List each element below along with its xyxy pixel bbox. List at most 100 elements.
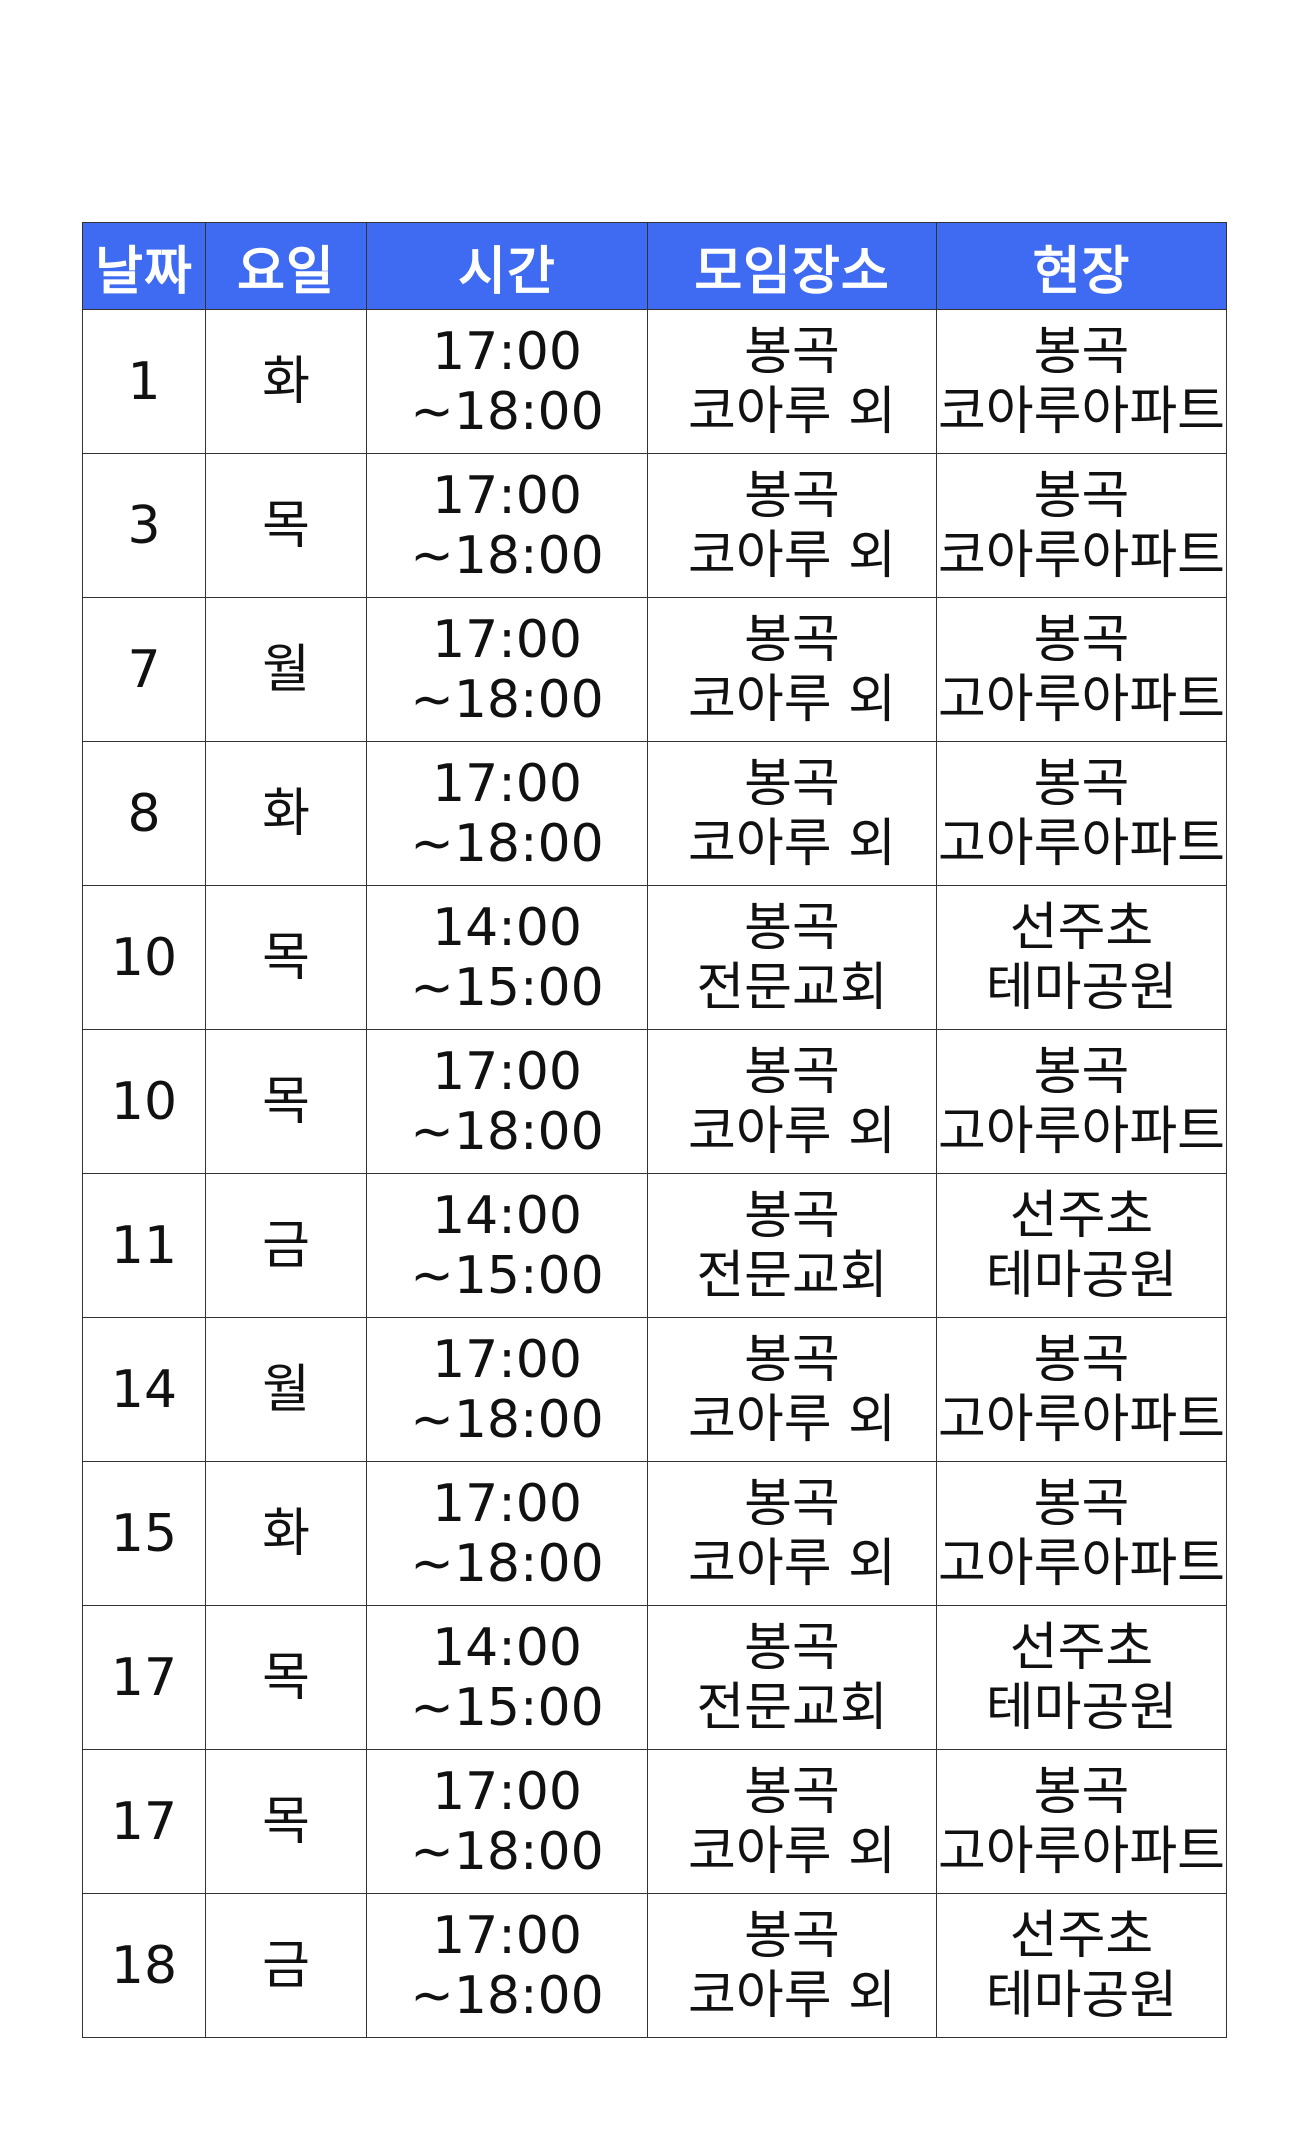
- header-date: 날짜: [82, 222, 206, 310]
- site-cell: 봉곡 고아루아파트: [936, 1461, 1227, 1606]
- table-row: 10 목 14:00 ~15:00 봉곡 전문교회 선주초 테마공원: [82, 885, 1227, 1030]
- meeting-place-line-1: 봉곡: [744, 465, 840, 526]
- schedule-table-container: 날짜 요일 시간 모임장소 현장 1 화 17:00 ~18:00 봉곡 코아루 외 봉곡 코…: [82, 222, 1227, 2038]
- site-cell: 선주초 테마공원: [936, 1173, 1227, 1318]
- day-cell: 화: [205, 741, 367, 886]
- table-row: 7 월 17:00 ~18:00 봉곡 코아루 외 봉곡 고아루아파트: [82, 597, 1227, 742]
- day-cell: 목: [205, 1749, 367, 1894]
- header-time: 시간: [366, 222, 648, 310]
- site-line-1: 봉곡: [1033, 465, 1130, 526]
- day-cell: 화: [205, 309, 367, 454]
- site-line-1: 봉곡: [1033, 753, 1130, 814]
- time-start: 14:00: [432, 1617, 582, 1678]
- day-cell: 화: [205, 1461, 367, 1606]
- meeting-place-line-1: 봉곡: [744, 897, 840, 958]
- table-row: 14 월 17:00 ~18:00 봉곡 코아루 외 봉곡 고아루아파트: [82, 1317, 1227, 1462]
- header-site: 현장: [936, 222, 1227, 310]
- meeting-place-line-1: 봉곡: [744, 1041, 840, 1102]
- meeting-place-line-2: 코아루 외: [688, 525, 896, 586]
- meeting-place-cell: 봉곡 코아루 외: [647, 1029, 937, 1174]
- meeting-place-cell: 봉곡 코아루 외: [647, 453, 937, 598]
- day-cell: 월: [205, 1317, 367, 1462]
- time-end: ~18:00: [410, 669, 604, 730]
- meeting-place-line-2: 전문교회: [696, 1245, 888, 1306]
- site-line-2: 고아루아파트: [937, 1821, 1226, 1882]
- day-cell: 목: [205, 453, 367, 598]
- meeting-place-cell: 봉곡 전문교회: [647, 885, 937, 1030]
- site-cell: 봉곡 고아루아파트: [936, 1029, 1227, 1174]
- time-cell: 17:00 ~18:00: [366, 741, 648, 886]
- time-start: 14:00: [432, 1185, 582, 1246]
- time-cell: 17:00 ~18:00: [366, 309, 648, 454]
- date-cell: 14: [82, 1317, 206, 1462]
- meeting-place-line-2: 코아루 외: [688, 1965, 896, 2026]
- meeting-place-line-1: 봉곡: [744, 1473, 840, 1534]
- meeting-place-line-2: 코아루 외: [688, 1821, 896, 1882]
- site-line-1: 선주초: [1009, 1185, 1154, 1246]
- day-cell: 목: [205, 1029, 367, 1174]
- site-line-2: 고아루아파트: [937, 669, 1226, 730]
- day-cell: 금: [205, 1893, 367, 2038]
- site-line-1: 선주초: [1009, 897, 1154, 958]
- table-row: 11 금 14:00 ~15:00 봉곡 전문교회 선주초 테마공원: [82, 1173, 1227, 1318]
- meeting-place-cell: 봉곡 코아루 외: [647, 1461, 937, 1606]
- time-cell: 17:00 ~18:00: [366, 1893, 648, 2038]
- table-row: 17 목 14:00 ~15:00 봉곡 전문교회 선주초 테마공원: [82, 1605, 1227, 1750]
- meeting-place-line-1: 봉곡: [744, 753, 840, 814]
- time-end: ~18:00: [410, 1533, 604, 1594]
- site-cell: 봉곡 코아루아파트: [936, 309, 1227, 454]
- day-cell: 목: [205, 885, 367, 1030]
- time-end: ~18:00: [410, 813, 604, 874]
- site-line-2: 테마공원: [985, 1677, 1178, 1738]
- date-cell: 1: [82, 309, 206, 454]
- time-start: 17:00: [432, 1041, 582, 1102]
- site-line-1: 봉곡: [1033, 609, 1130, 670]
- site-line-2: 테마공원: [985, 1965, 1178, 2026]
- site-line-2: 고아루아파트: [937, 1533, 1226, 1594]
- table-header-row: 날짜 요일 시간 모임장소 현장: [82, 222, 1227, 310]
- time-start: 17:00: [432, 1905, 582, 1966]
- time-cell: 17:00 ~18:00: [366, 1317, 648, 1462]
- date-cell: 15: [82, 1461, 206, 1606]
- table-body: 1 화 17:00 ~18:00 봉곡 코아루 외 봉곡 코아루아파트 3 목 17:00 ~18:0…: [82, 309, 1227, 2038]
- site-cell: 봉곡 고아루아파트: [936, 1749, 1227, 1894]
- day-cell: 금: [205, 1173, 367, 1318]
- date-cell: 3: [82, 453, 206, 598]
- time-end: ~18:00: [410, 1101, 604, 1162]
- date-cell: 18: [82, 1893, 206, 2038]
- time-start: 17:00: [432, 609, 582, 670]
- site-line-2: 테마공원: [985, 1245, 1178, 1306]
- header-day: 요일: [205, 222, 367, 310]
- meeting-place-line-2: 전문교회: [696, 957, 888, 1018]
- meeting-place-line-1: 봉곡: [744, 609, 840, 670]
- site-cell: 선주초 테마공원: [936, 1605, 1227, 1750]
- time-cell: 17:00 ~18:00: [366, 1029, 648, 1174]
- meeting-place-line-1: 봉곡: [744, 321, 840, 382]
- time-cell: 14:00 ~15:00: [366, 1605, 648, 1750]
- date-cell: 11: [82, 1173, 206, 1318]
- site-line-1: 선주초: [1009, 1905, 1154, 1966]
- meeting-place-line-2: 코아루 외: [688, 669, 896, 730]
- site-cell: 선주초 테마공원: [936, 885, 1227, 1030]
- meeting-place-cell: 봉곡 코아루 외: [647, 1749, 937, 1894]
- table-row: 1 화 17:00 ~18:00 봉곡 코아루 외 봉곡 코아루아파트: [82, 309, 1227, 454]
- site-line-1: 봉곡: [1033, 1761, 1130, 1822]
- site-cell: 선주초 테마공원: [936, 1893, 1227, 2038]
- site-line-2: 고아루아파트: [937, 1101, 1226, 1162]
- time-end: ~15:00: [410, 1245, 604, 1306]
- meeting-place-cell: 봉곡 전문교회: [647, 1605, 937, 1750]
- table-row: 15 화 17:00 ~18:00 봉곡 코아루 외 봉곡 고아루아파트: [82, 1461, 1227, 1606]
- time-end: ~18:00: [410, 1389, 604, 1450]
- date-cell: 7: [82, 597, 206, 742]
- site-cell: 봉곡 고아루아파트: [936, 741, 1227, 886]
- meeting-place-line-1: 봉곡: [744, 1905, 840, 1966]
- site-cell: 봉곡 고아루아파트: [936, 1317, 1227, 1462]
- date-cell: 17: [82, 1749, 206, 1894]
- meeting-place-line-2: 코아루 외: [688, 1533, 896, 1594]
- meeting-place-cell: 봉곡 코아루 외: [647, 1893, 937, 2038]
- time-start: 14:00: [432, 897, 582, 958]
- meeting-place-line-1: 봉곡: [744, 1329, 840, 1390]
- date-cell: 10: [82, 885, 206, 1030]
- meeting-place-line-2: 전문교회: [696, 1677, 888, 1738]
- site-line-1: 봉곡: [1033, 1329, 1130, 1390]
